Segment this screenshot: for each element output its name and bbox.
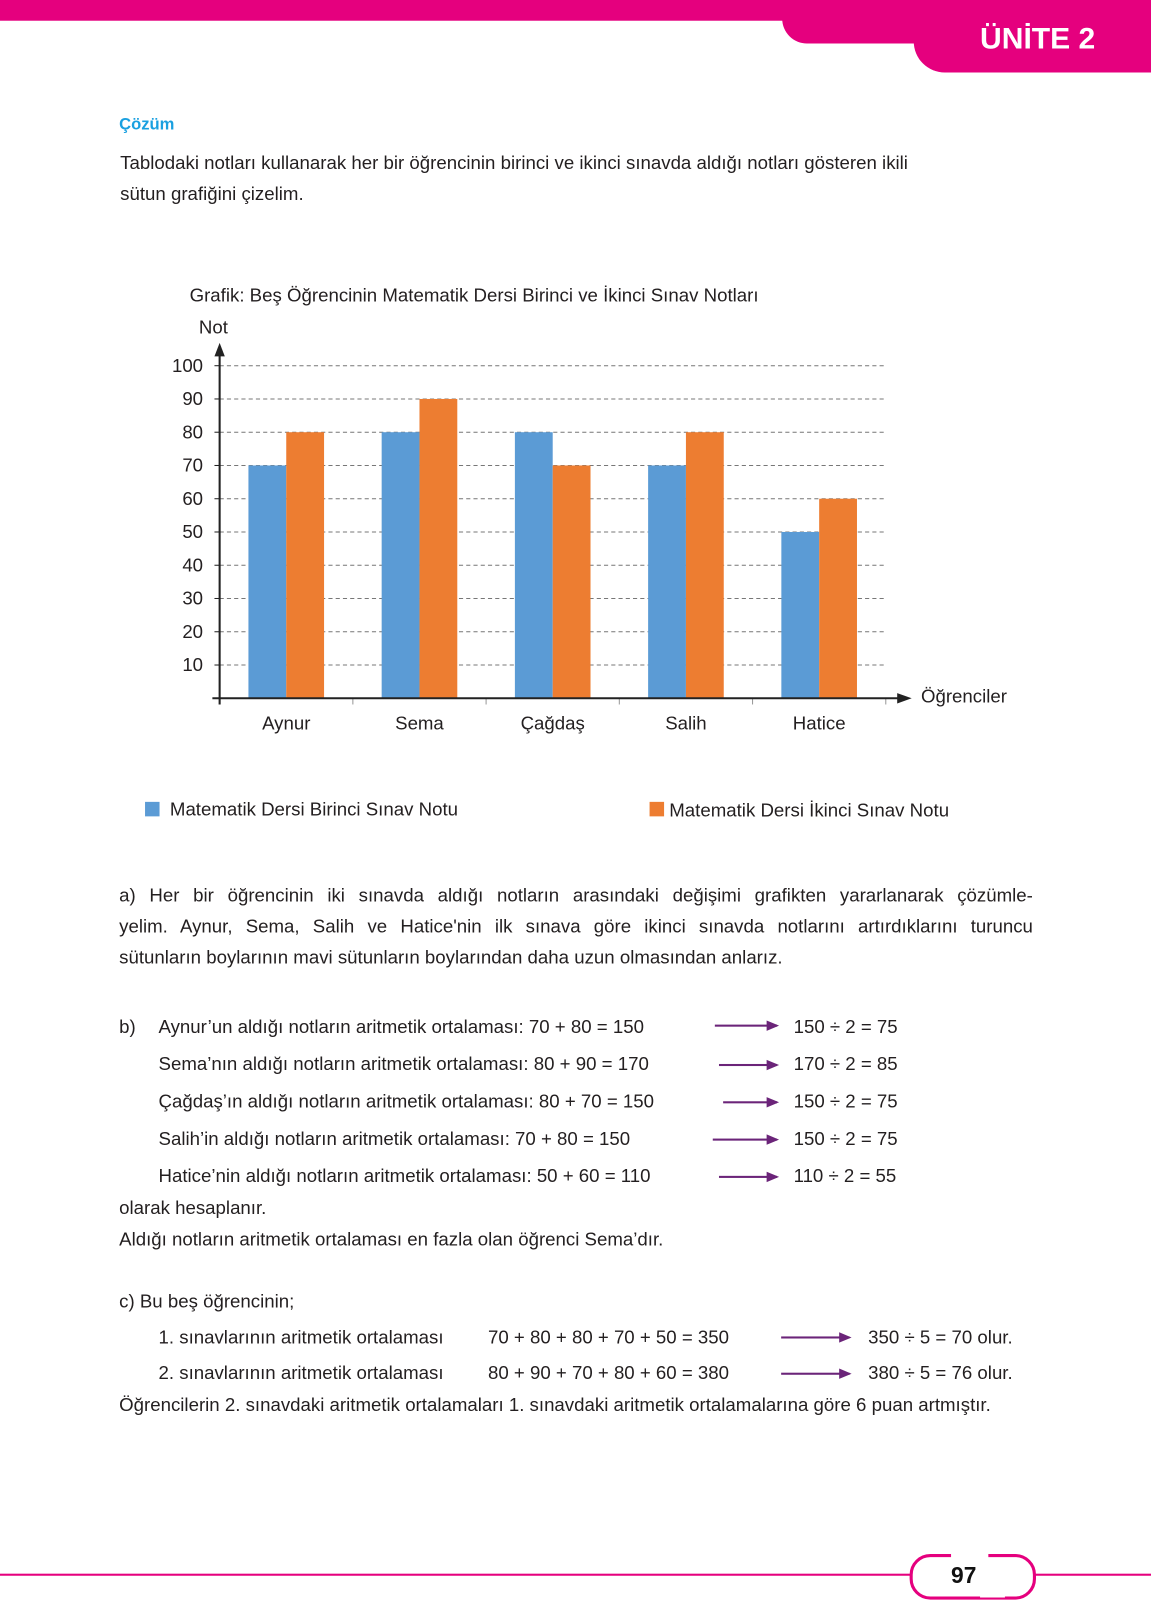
part-b-row: Çağdaş’ın aldığı notların aritmetik orta… xyxy=(158,1090,655,1112)
bar-first-exam xyxy=(648,465,686,699)
arrow-icon xyxy=(718,1059,780,1071)
y-tick-label: 40 xyxy=(182,554,203,575)
x-axis-arrow-icon xyxy=(897,693,912,704)
x-tick-label: Hatice xyxy=(793,712,846,733)
bar-first-exam xyxy=(248,465,287,699)
part-a-line: sütunların boylarının mavi sütunların bo… xyxy=(119,946,783,968)
badge-gap-top xyxy=(951,1551,989,1559)
part-b-after: olarak hesaplanır. xyxy=(119,1197,267,1219)
footer-line xyxy=(0,1573,1151,1576)
chart-title: Grafik: Beş Öğrencinin Matematik Dersi B… xyxy=(189,284,759,306)
part-a-line: a) Her bir öğrencinin iki sınavda aldığı… xyxy=(119,884,1033,906)
part-c-conclusion: Öğrencilerin 2. sınavdaki aritmetik orta… xyxy=(119,1394,991,1416)
legend-label-second: Matematik Dersi İkinci Sınav Notu xyxy=(669,799,950,821)
part-b-row: Salih’in aldığı notların aritmetik ortal… xyxy=(158,1128,631,1149)
arrow-icon xyxy=(723,1097,780,1108)
y-tick-label: 90 xyxy=(182,388,203,409)
bar-second-exam xyxy=(685,432,724,699)
part-a-line: yelim. Aynur, Sema, Salih ve Hatice'nin … xyxy=(119,915,1033,937)
part-b-result: 150 ÷ 2 = 75 xyxy=(793,1128,898,1149)
intro-line: Tablodaki notları kullanarak her bir öğr… xyxy=(120,152,908,174)
x-tick-label: Sema xyxy=(395,712,444,733)
x-tick-label: Salih xyxy=(665,712,706,733)
bar-second-exam xyxy=(552,465,591,699)
legend-swatch-first xyxy=(145,801,160,817)
page-number: 97 xyxy=(951,1562,977,1589)
y-tick-label: 10 xyxy=(182,654,203,675)
arrow-icon xyxy=(718,1171,780,1183)
arrow-icon xyxy=(781,1368,852,1379)
unit-tab xyxy=(913,0,1151,73)
x-tick-label: Aynur xyxy=(262,712,310,733)
y-tick-label: 70 xyxy=(182,455,203,476)
y-axis-arrow-icon xyxy=(214,342,225,357)
part-b-result: 110 ÷ 2 = 55 xyxy=(793,1165,897,1187)
part-c-result: 350 ÷ 5 = 70 olur. xyxy=(868,1327,1013,1348)
bar-second-exam xyxy=(286,432,325,699)
part-c-label: 1. sınavlarının aritmetik ortalaması xyxy=(158,1327,444,1348)
part-b-result: 150 ÷ 2 = 75 xyxy=(793,1090,898,1112)
part-b-conclusion: Aldığı notların aritmetik ortalaması en … xyxy=(119,1228,664,1250)
y-tick-label: 20 xyxy=(182,621,203,642)
part-c-label: 2. sınavlarının aritmetik ortalaması xyxy=(158,1362,444,1384)
bar-chart: 10 20 30 40 50 60 70 80 90 100 Aynur Sema Çağdaş Sali… xyxy=(172,317,1007,734)
part-c-sum: 80 + 90 + 70 + 80 + 60 = 380 xyxy=(487,1362,730,1384)
y-tick-label: 80 xyxy=(182,421,203,442)
x-axis-label: Öğrenciler xyxy=(921,685,1007,706)
part-b-result: 150 ÷ 2 = 75 xyxy=(793,1016,898,1038)
part-c-intro: c) Bu beş öğrencinin; xyxy=(119,1290,295,1312)
part-b-row: Aynur’un aldığı notların aritmetik ortal… xyxy=(158,1016,644,1038)
arrow-icon xyxy=(712,1134,780,1145)
bar-second-exam xyxy=(819,498,857,699)
y-axis-label: Not xyxy=(199,317,229,338)
arrow-icon xyxy=(714,1020,780,1031)
unit-label: ÜNİTE 2 xyxy=(980,22,1096,56)
arrow-icon xyxy=(781,1332,852,1343)
y-tick-label: 50 xyxy=(182,521,203,542)
y-tick-label: 60 xyxy=(182,488,203,509)
part-b-row: Hatice’nin aldığı notların aritmetik ort… xyxy=(158,1165,651,1187)
solution-heading: Çözüm xyxy=(119,116,175,134)
part-b-row: Sema’nın aldığı notların aritmetik ortal… xyxy=(158,1053,649,1075)
part-a: a) Her bir öğrencinin iki sınavda aldığı… xyxy=(119,880,1033,973)
legend-swatch-second xyxy=(649,801,665,817)
bar-first-exam xyxy=(781,531,820,699)
intro-line: sütun grafiğini çizelim. xyxy=(120,183,304,205)
y-tick-label: 30 xyxy=(182,588,203,609)
bar-first-exam xyxy=(514,432,553,699)
part-c-result: 380 ÷ 5 = 76 olur. xyxy=(868,1362,1013,1384)
badge-gap-bottom xyxy=(980,1591,1005,1598)
x-tick-label: Çağdaş xyxy=(521,712,585,733)
legend-label-first: Matematik Dersi Birinci Sınav Notu xyxy=(169,798,459,820)
bar-first-exam xyxy=(381,432,420,699)
bar-second-exam xyxy=(419,398,458,699)
part-b-result: 170 ÷ 2 = 85 xyxy=(793,1053,898,1075)
part-c-sum: 70 + 80 + 80 + 70 + 50 = 350 xyxy=(487,1327,730,1348)
part-b-label: b) xyxy=(119,1016,136,1038)
y-tick-label: 100 xyxy=(172,355,203,376)
